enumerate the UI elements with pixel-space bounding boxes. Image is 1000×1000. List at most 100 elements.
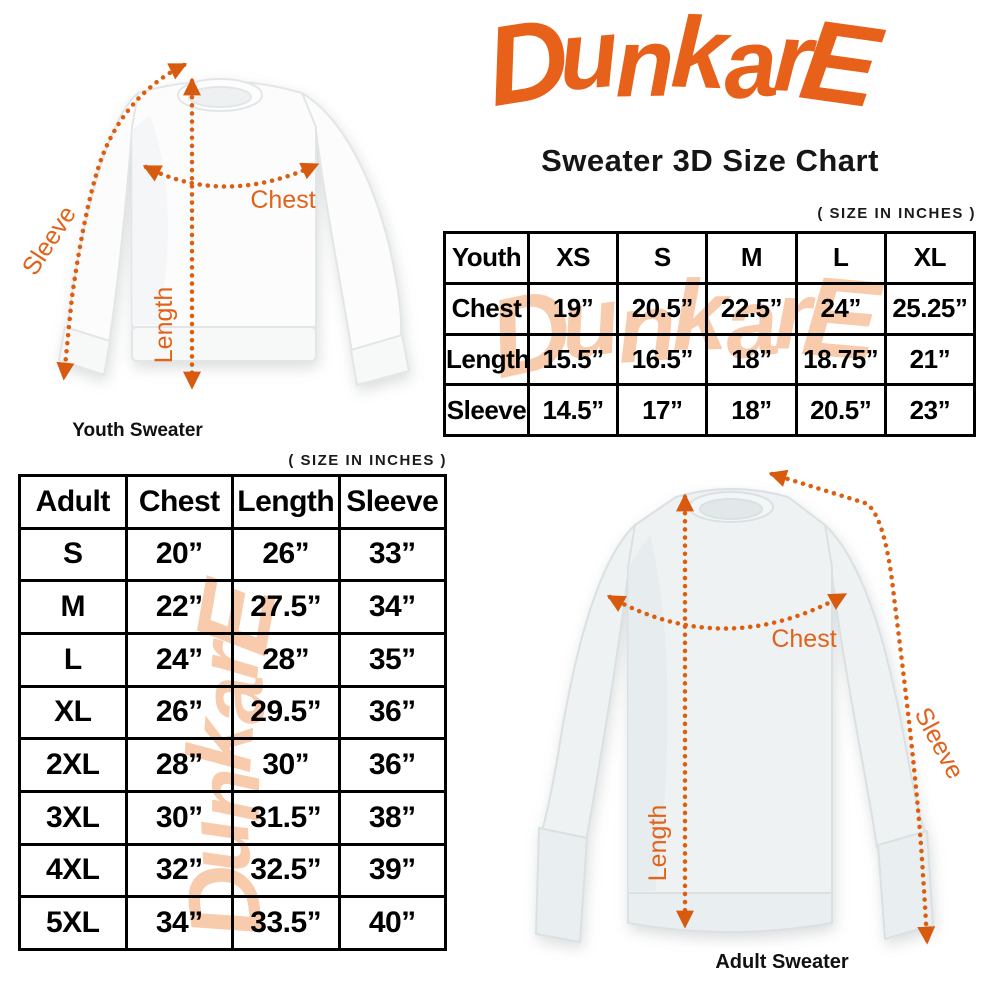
youth-size-header: XS: [526, 231, 620, 285]
size-value-cell: 24”: [794, 281, 887, 336]
adult-size-row: M 22” 27.5” 34”: [18, 579, 447, 635]
adult-length-label: Length: [644, 805, 672, 881]
size-value-cell: 28”: [231, 631, 341, 688]
adult-units-note: ( SIZE IN INCHES ): [288, 452, 447, 469]
size-value-cell: 40”: [337, 895, 447, 951]
adult-size-row: XL 26” 29.5” 36”: [18, 684, 447, 741]
adult-col-header: Sleeve: [337, 474, 447, 530]
adult-sweater-illustration: Chest Length Sleeve: [480, 455, 1000, 975]
adult-measurements: [606, 469, 936, 945]
size-value-cell: 22.5”: [705, 281, 798, 336]
adult-left-cuff: [535, 827, 588, 943]
size-value-cell: 22”: [124, 579, 234, 635]
youth-chest-label: Chest: [250, 186, 315, 214]
adult-sweater-shape: [535, 488, 934, 943]
size-value-cell: 33”: [337, 526, 447, 583]
size-value-cell: 35”: [337, 631, 447, 688]
size-value-cell: 30”: [124, 789, 234, 846]
size-label-cell: S: [18, 526, 128, 583]
youth-size-header: M: [705, 231, 798, 285]
size-label-cell: M: [18, 579, 128, 635]
adult-col-header: Length: [231, 474, 341, 530]
size-value-cell: 36”: [337, 737, 447, 793]
youth-sleeve-arrow: [56, 62, 188, 381]
page-title: Sweater 3D Size Chart: [541, 143, 879, 178]
adult-size-row: S 20” 26” 33”: [18, 526, 447, 583]
youth-measurements: [56, 62, 320, 390]
size-label-cell: 4XL: [18, 842, 128, 899]
size-value-cell: 30”: [231, 737, 341, 793]
youth-length-row: Length 15.5” 16.5” 18” 18.75” 21”: [443, 332, 977, 387]
size-value-cell: 18”: [705, 332, 798, 387]
youth-sleeve-label: Sleeve: [20, 201, 82, 280]
youth-size-table: Youth XS S M L XL Chest 19” 20.5” 22.5” …: [443, 231, 977, 437]
adult-size-row: L 24” 28” 35”: [18, 631, 447, 688]
size-value-cell: 33.5”: [231, 895, 341, 951]
adult-caption: Adult Sweater: [715, 951, 849, 973]
size-value-cell: 31.5”: [231, 789, 341, 846]
youth-size-header: L: [794, 231, 887, 285]
adult-header-row: Adult Chest Length Sleeve: [18, 474, 447, 530]
adult-size-table-section: DunkarE Adult Chest Length Sleeve S 20” …: [18, 474, 447, 951]
measure-label-cell: Chest: [443, 281, 530, 336]
adult-col-header: Chest: [124, 474, 234, 530]
size-value-cell: 24”: [124, 631, 234, 688]
size-value-cell: 23”: [883, 383, 977, 437]
youth-length-label: Length: [150, 287, 178, 363]
size-value-cell: 19”: [526, 281, 620, 336]
adult-size-table: Adult Chest Length Sleeve S 20” 26” 33” …: [18, 474, 447, 951]
adult-right-sleeve: [824, 524, 926, 848]
size-value-cell: 34”: [124, 895, 234, 951]
adult-size-row: 4XL 32” 32.5” 39”: [18, 842, 447, 899]
adult-chest-label: Chest: [771, 625, 836, 653]
adult-size-row: 3XL 30” 31.5” 38”: [18, 789, 447, 846]
size-value-cell: 17”: [616, 383, 709, 437]
size-label-cell: 5XL: [18, 895, 128, 951]
size-value-cell: 25.25”: [883, 281, 977, 336]
size-value-cell: 28”: [124, 737, 234, 793]
size-value-cell: 26”: [124, 684, 234, 741]
youth-sleeve-row: Sleeve 14.5” 17” 18” 20.5” 23”: [443, 383, 977, 437]
adult-sleeve-label: Sleeve: [909, 703, 970, 784]
youth-right-cuff: [350, 334, 410, 386]
youth-caption: Youth Sweater: [72, 420, 203, 441]
youth-chest-arrow: [142, 162, 320, 189]
size-value-cell: 32.5”: [231, 842, 341, 899]
size-value-cell: 20”: [124, 526, 234, 583]
size-label-cell: L: [18, 631, 128, 688]
youth-sweater-illustration: Chest Length Sleeve: [17, 45, 440, 420]
adult-sleeve-arrow: [768, 469, 936, 945]
measure-label-cell: Sleeve: [443, 383, 530, 437]
size-value-cell: 38”: [337, 789, 447, 846]
youth-size-header: XL: [883, 231, 977, 285]
size-value-cell: 34”: [337, 579, 447, 635]
measure-label-cell: Length: [443, 332, 530, 387]
size-value-cell: 32”: [124, 842, 234, 899]
size-value-cell: 39”: [337, 842, 447, 899]
adult-hem: [627, 892, 833, 933]
size-value-cell: 15.5”: [526, 332, 620, 387]
size-value-cell: 20.5”: [794, 383, 887, 437]
brand-logo: DunkarE: [477, 0, 884, 132]
adult-left-sleeve: [541, 524, 636, 842]
youth-right-sleeve: [301, 92, 403, 353]
size-value-cell: 14.5”: [526, 383, 620, 437]
adult-body-shade: [628, 535, 668, 891]
size-value-cell: 20.5”: [616, 281, 709, 336]
size-value-cell: 26”: [231, 526, 341, 583]
size-value-cell: 27.5”: [231, 579, 341, 635]
size-value-cell: 18”: [705, 383, 798, 437]
youth-sweater-svg: Chest Length Sleeve: [17, 62, 410, 390]
adult-corner-cell: Adult: [18, 474, 128, 530]
size-value-cell: 21”: [883, 332, 977, 387]
youth-header-row: Youth XS S M L XL: [443, 231, 977, 285]
adult-sweater-svg: Chest Length Sleeve: [535, 469, 970, 945]
youth-size-header: S: [616, 231, 709, 285]
size-label-cell: 2XL: [18, 737, 128, 793]
size-value-cell: 29.5”: [231, 684, 341, 741]
size-value-cell: 36”: [337, 684, 447, 741]
adult-size-row: 2XL 28” 30” 36”: [18, 737, 447, 793]
youth-chest-row: Chest 19” 20.5” 22.5” 24” 25.25”: [443, 281, 977, 336]
size-label-cell: 3XL: [18, 789, 128, 846]
